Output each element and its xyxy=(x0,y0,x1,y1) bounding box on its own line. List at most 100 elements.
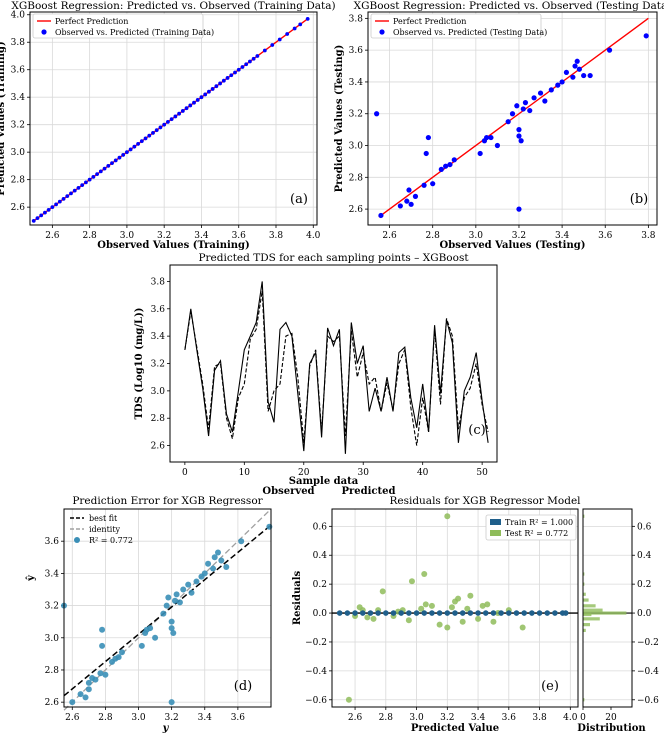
d-data-point xyxy=(210,565,217,572)
panel-d-prediction-error: 2.6 2.8 3.0 3.2 3.4 3.6 2.6 2.8 3.0 3.2 3.4 3.6 best… xyxy=(26,495,273,734)
d-data-point xyxy=(115,654,122,661)
a-ylabel: Predicted Values (Training) xyxy=(0,41,7,195)
a-panel-label: (a) xyxy=(290,192,308,207)
e-test-point xyxy=(484,601,491,608)
d-data-point xyxy=(185,581,192,588)
a-legend-point-swatch xyxy=(41,29,47,35)
b-panel-label: (b) xyxy=(630,192,648,207)
d-data-point xyxy=(168,618,175,625)
e-ytick-label: 0.2 xyxy=(313,580,327,590)
d-xlabel: y xyxy=(162,723,170,734)
a-xtick-label: 3.8 xyxy=(269,231,284,241)
b-data-point xyxy=(527,107,533,114)
c-legend-label: Predicted xyxy=(341,486,395,497)
d-data-point xyxy=(201,570,208,577)
e-train-point xyxy=(352,610,358,616)
d-data-point xyxy=(193,578,200,585)
b-data-point xyxy=(555,82,561,88)
b-xtick-label: 3.4 xyxy=(555,231,570,241)
a-ytick-label: 2.6 xyxy=(11,203,26,213)
a-data-point xyxy=(98,169,103,174)
d-legend-label: R² = 0.772 xyxy=(89,536,133,545)
b-data-point xyxy=(374,111,380,117)
b-data-point xyxy=(484,134,490,141)
a-data-point xyxy=(113,158,118,163)
a-data-point xyxy=(292,26,297,31)
c-xtick-label: 50 xyxy=(476,468,488,478)
a-data-point xyxy=(229,73,234,78)
a-data-point xyxy=(91,175,96,179)
b-legend-point-swatch xyxy=(379,29,385,35)
a-data-point xyxy=(72,188,77,193)
b-data-point xyxy=(574,58,580,64)
e-dist-bar xyxy=(583,604,596,608)
b-data-point xyxy=(516,127,522,133)
b-data-point xyxy=(425,134,431,141)
c-panel-label: (c) xyxy=(468,423,485,438)
b-data-point xyxy=(443,163,449,169)
e-title: Residuals for XGB Regressor Model xyxy=(389,495,581,507)
e-train-point xyxy=(421,610,428,616)
a-data-point xyxy=(61,196,66,201)
e-test-point xyxy=(464,605,471,612)
e-train-point xyxy=(383,610,389,616)
b-data-point xyxy=(518,138,524,144)
d-data-point xyxy=(160,610,167,617)
a-data-point xyxy=(203,92,208,97)
d-data-point xyxy=(99,642,106,649)
a-data-point xyxy=(166,120,170,124)
c-ytick-label: 3.2 xyxy=(151,360,165,370)
e-train-point xyxy=(452,610,458,616)
d-legend-point-swatch xyxy=(74,537,80,543)
a-data-point xyxy=(121,153,126,157)
b-data-point xyxy=(421,182,427,188)
d-data-point xyxy=(69,699,76,706)
e-xtick-label: 3.2 xyxy=(440,713,454,723)
a-xtick-label: 3.0 xyxy=(120,231,135,241)
a-data-point xyxy=(147,133,152,138)
e-legend-box xyxy=(485,514,577,541)
a-data-point xyxy=(69,191,73,196)
panel-a-training-scatter: 2.6 2.8 3.0 3.2 3.4 3.6 3.8 4.0 2.6 2.8 3.0 3.2 3.4 3… xyxy=(0,0,336,251)
e-train-point xyxy=(344,610,351,616)
e-dist-bar xyxy=(583,592,586,596)
d-data-point xyxy=(223,563,230,570)
a-data-point xyxy=(84,180,88,185)
e-train-point xyxy=(336,610,343,616)
d-panel-label: (d) xyxy=(234,679,252,694)
d-xtick-label: 2.8 xyxy=(98,713,113,723)
b-data-point xyxy=(570,74,576,80)
a-frame xyxy=(29,11,318,226)
a-data-point xyxy=(95,172,99,177)
a-legend-label: Observed vs. Predicted (Training Data) xyxy=(55,28,214,37)
a-data-point xyxy=(110,161,114,166)
b-data-point xyxy=(378,212,384,219)
a-data-point xyxy=(262,48,267,53)
d-legend-label: best fit xyxy=(89,514,118,523)
d-data-point xyxy=(188,589,195,596)
a-xtick-label: 3.2 xyxy=(157,231,171,241)
a-ytick-label: 3.8 xyxy=(11,38,26,48)
a-data-point xyxy=(210,87,215,91)
e-test-point xyxy=(422,601,429,608)
a-data-point xyxy=(151,131,155,135)
b-data-point xyxy=(406,187,412,193)
b-data-point xyxy=(587,72,593,79)
b-ytick-label: 3.6 xyxy=(349,46,364,56)
c-series-observed-line xyxy=(184,281,489,454)
e-test-point xyxy=(519,624,526,631)
b-data-point xyxy=(397,203,403,209)
d-data-point xyxy=(118,649,125,656)
a-xlabel: Observed Values (Training) xyxy=(97,240,250,251)
a-data-point xyxy=(270,43,275,47)
c-xtick-label: 10 xyxy=(239,468,251,478)
b-data-point xyxy=(576,66,582,72)
e-train-point xyxy=(406,610,412,616)
b-data-point xyxy=(408,201,414,207)
b-data-point xyxy=(430,181,436,187)
a-data-point xyxy=(225,76,230,80)
a-title: XGBoost Regression: Predicted vs. Observ… xyxy=(11,0,335,12)
b-data-point xyxy=(494,142,501,149)
a-data-point xyxy=(180,109,185,113)
